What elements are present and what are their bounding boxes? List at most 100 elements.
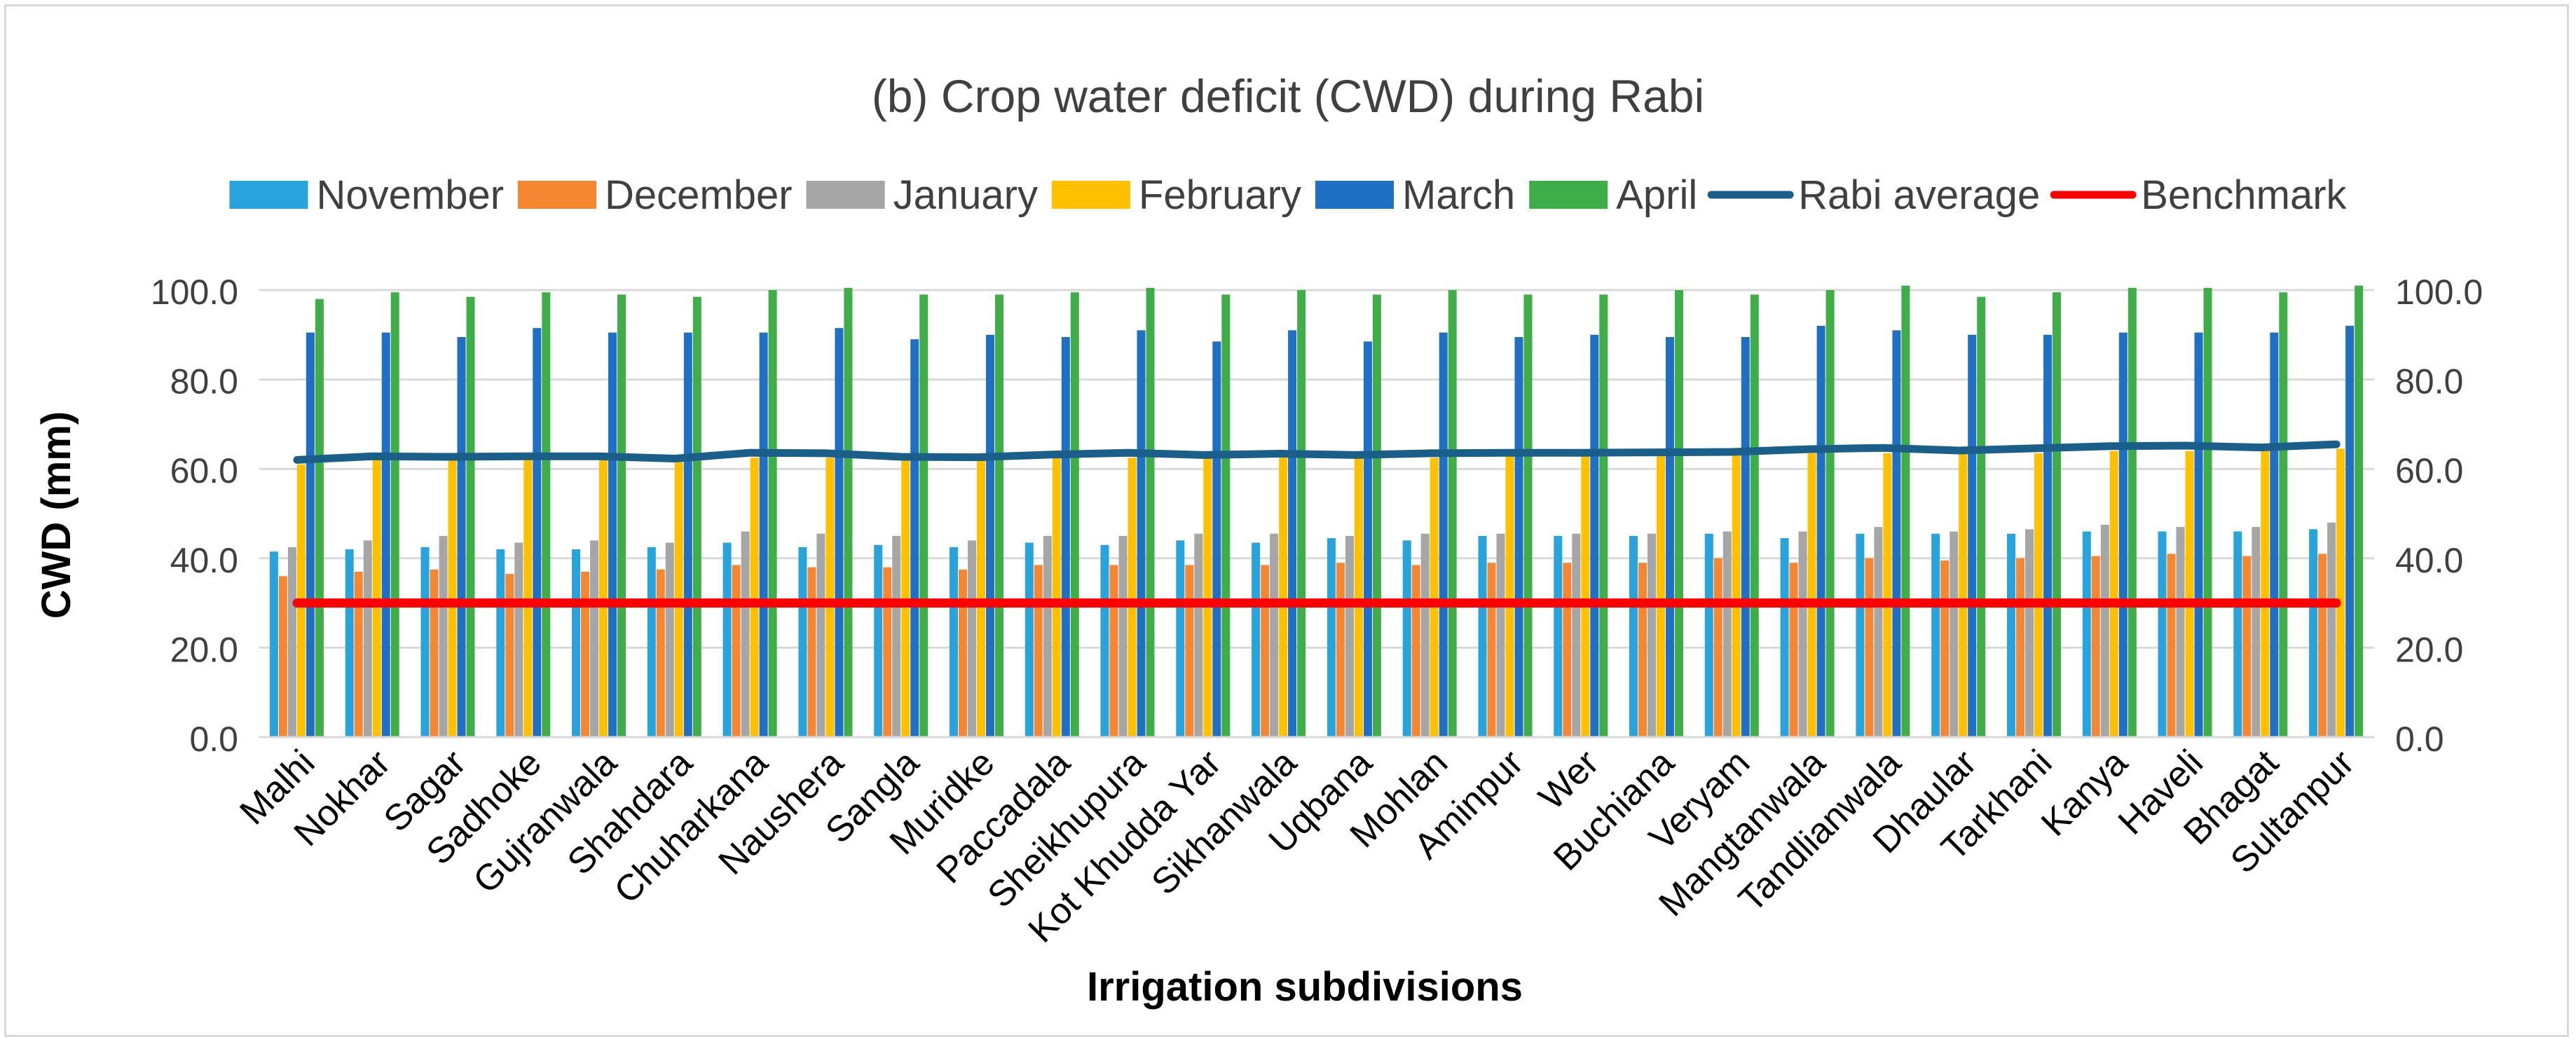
- bar-january-tarkhani: [2025, 529, 2034, 737]
- bar-april-muridke: [995, 294, 1003, 737]
- bars: [269, 285, 2364, 738]
- bar-january-sangla: [892, 535, 901, 737]
- bar-january-tandlianwala: [1874, 527, 1883, 737]
- bar-march-paccadala: [1061, 337, 1070, 737]
- bar-december-shahdara: [656, 569, 665, 738]
- bar-november-gujranwala: [572, 549, 580, 737]
- bar-march-tandlianwala: [1892, 330, 1901, 737]
- bar-april-malhi: [315, 298, 324, 737]
- bar-april-sheikhupura: [1146, 287, 1155, 737]
- bar-april-chuharkana: [768, 290, 777, 737]
- bar-april-mohlan: [1448, 290, 1457, 737]
- bar-january-mohlan: [1420, 533, 1430, 737]
- bar-february-aminpur: [1505, 455, 1514, 737]
- bar-november-mangtanwala: [1780, 538, 1789, 737]
- bar-december-sheikhupura: [1109, 565, 1118, 737]
- bar-december-wer: [1563, 563, 1572, 737]
- bar-november-wer: [1554, 535, 1563, 737]
- bar-april-shahdara: [692, 296, 701, 738]
- bar-march-bhagat: [2270, 332, 2279, 738]
- bar-march-gujranwala: [608, 332, 617, 738]
- bar-april-sadhoke: [542, 292, 551, 737]
- bar-january-chuharkana: [741, 531, 750, 737]
- bar-december-tandlianwala: [1865, 558, 1874, 737]
- bar-november-muridke: [950, 547, 958, 737]
- bar-january-shahdara: [665, 542, 674, 737]
- legend-item-january: January: [806, 172, 1038, 218]
- bar-january-uqbana: [1345, 535, 1354, 737]
- bar-february-sheikhupura: [1128, 458, 1137, 738]
- legend-item-april: April: [1529, 172, 1697, 218]
- bar-december-paccadala: [1034, 565, 1043, 737]
- legend-swatch: [518, 181, 596, 209]
- bar-december-sultanpur: [2318, 554, 2327, 737]
- bar-april-paccadala: [1070, 292, 1079, 737]
- bar-february-tarkhani: [2034, 453, 2043, 737]
- bar-april-tarkhani: [2053, 292, 2061, 737]
- bar-january-haveli: [2176, 527, 2185, 737]
- bar-april-aminpur: [1523, 294, 1533, 737]
- x-tick-label: Kanya: [2034, 742, 2135, 844]
- bar-march-nokhar: [381, 332, 390, 738]
- legend-swatch: [229, 181, 308, 209]
- bar-february-paccadala: [1052, 458, 1061, 738]
- bar-january-nokhar: [363, 540, 372, 737]
- bar-april-gujranwala: [617, 294, 626, 737]
- bar-april-buchiana: [1675, 290, 1683, 737]
- bar-december-malhi: [278, 576, 287, 737]
- legend-swatch: [1315, 181, 1394, 209]
- bar-november-kanya: [2082, 531, 2091, 737]
- bar-february-mohlan: [1430, 458, 1439, 738]
- bar-march-mohlan: [1439, 332, 1448, 738]
- bar-april-nokhar: [390, 292, 399, 737]
- legend-swatch: [1529, 181, 1608, 209]
- bar-february-buchiana: [1657, 455, 1665, 737]
- bar-november-veryam: [1704, 533, 1713, 737]
- bar-january-gujranwala: [590, 540, 598, 737]
- bar-february-wer: [1581, 455, 1590, 737]
- bar-april-tandlianwala: [1901, 285, 1910, 738]
- bar-december-sadhoke: [505, 574, 514, 737]
- bar-december-kot-khudda-yar: [1185, 565, 1194, 737]
- bar-february-chuharkana: [750, 458, 759, 738]
- bar-january-mangtanwala: [1798, 531, 1807, 737]
- bar-november-malhi: [269, 551, 278, 737]
- bar-march-sheikhupura: [1137, 330, 1146, 737]
- bar-february-dhaular: [1959, 453, 1968, 737]
- legend-swatch: [806, 181, 885, 209]
- bar-november-naushera: [798, 547, 807, 737]
- line-rabi-average: [293, 440, 2341, 464]
- bar-november-bhagat: [2233, 531, 2242, 737]
- bar-november-sultanpur: [2309, 529, 2318, 737]
- bar-december-bhagat: [2242, 556, 2252, 737]
- bar-january-kot-khudda-yar: [1194, 533, 1203, 737]
- bar-april-uqbana: [1372, 294, 1381, 737]
- y-tick-label-right: 100.0: [2395, 273, 2483, 312]
- bar-april-sagar: [466, 296, 475, 738]
- bar-november-shahdara: [647, 547, 656, 737]
- bar-march-sultanpur: [2345, 326, 2355, 737]
- bar-february-kot-khudda-yar: [1203, 458, 1212, 738]
- y-axis-title: CWD (mm): [34, 411, 79, 619]
- bar-december-nokhar: [354, 571, 363, 737]
- bar-february-veryam: [1732, 455, 1741, 737]
- bar-february-tandlianwala: [1883, 453, 1892, 737]
- bar-november-sagar: [420, 547, 430, 737]
- bar-march-buchiana: [1666, 337, 1674, 737]
- bar-november-kot-khudda-yar: [1176, 540, 1185, 737]
- bar-january-muridke: [968, 540, 976, 737]
- y-tick-label-left: 40.0: [170, 541, 238, 580]
- legend-item-december: December: [518, 172, 793, 218]
- bar-november-tarkhani: [2007, 533, 2015, 737]
- bar-april-bhagat: [2279, 292, 2288, 737]
- bar-march-kanya: [2118, 332, 2128, 738]
- chart-frame: [4, 4, 2569, 1037]
- bar-january-aminpur: [1496, 533, 1505, 737]
- legend-item-rabi-average: Rabi average: [1707, 172, 2040, 218]
- legend-item-february: February: [1051, 172, 1301, 218]
- bar-march-sikhanwala: [1288, 330, 1297, 737]
- bar-january-bhagat: [2252, 527, 2261, 737]
- bar-november-chuharkana: [722, 542, 732, 737]
- bar-march-aminpur: [1514, 337, 1523, 737]
